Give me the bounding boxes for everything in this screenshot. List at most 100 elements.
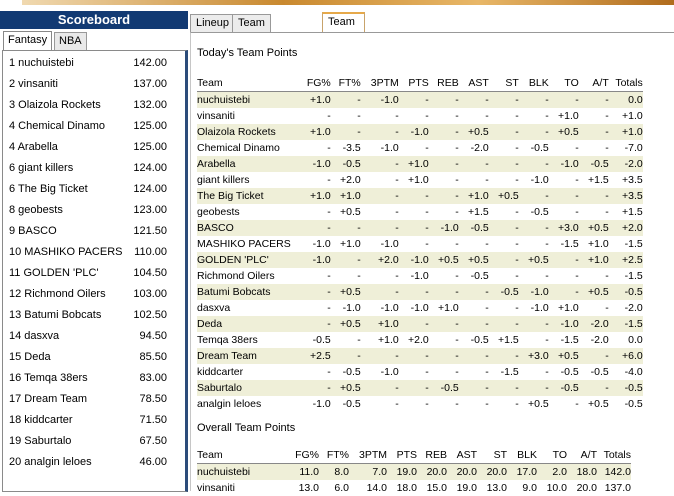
team-score: 103.00	[133, 288, 167, 300]
value-cell: -	[518, 156, 549, 172]
value-cell: -	[605, 206, 609, 218]
team-cell: kiddcarter	[197, 366, 244, 378]
value-cell: -	[428, 156, 459, 172]
value-cell: -	[575, 398, 579, 410]
value-cell: +1.0	[622, 110, 643, 122]
scoreboard-row[interactable]: 12 Richmond Oilers 103.00	[9, 284, 181, 305]
team-name: 19 Saburtalo	[9, 435, 72, 447]
scoreboard-row[interactable]: 6 giant killers 124.00	[9, 158, 181, 179]
table-row: BASCO - - - - -1.0 -0.5- - +3.0 +0.5 +2.0	[197, 220, 643, 236]
scoreboard-row[interactable]: 2 vinsaniti 137.00	[9, 74, 181, 95]
value-cell: -1.5	[624, 270, 643, 282]
scoreboard-row[interactable]: 4 Arabella 125.00	[9, 137, 181, 158]
table-row: Saburtalo - +0.5- - -0.5- - - -0.5- -0.5	[197, 380, 643, 396]
scoreboard-row[interactable]: 16 Temqa 38ers 83.00	[9, 368, 181, 389]
value-cell: -	[428, 124, 459, 140]
table-row: Chemical Dinamo - -3.5 -1.0- - -2.0- -0.5- - -7.…	[197, 140, 643, 156]
scoreboard-row[interactable]: 11 GOLDEN 'PLC' 104.50	[9, 263, 181, 284]
scoreboard-row[interactable]: 3 Olaizola Rockets 132.00	[9, 95, 181, 116]
scoreboard-row[interactable]: 14 dasxva 94.50	[9, 326, 181, 347]
value-cell: -0.5	[608, 284, 643, 300]
value-cell: +1.0	[398, 156, 429, 172]
value-cell: -	[458, 316, 489, 332]
value-cell: -0.5	[530, 206, 549, 218]
scoreboard-row[interactable]: 19 Saburtalo 67.50	[9, 431, 181, 452]
team-score: 71.50	[139, 414, 167, 426]
value-cell: -	[458, 156, 489, 172]
value-cell: -	[485, 302, 489, 314]
scoreboard-row[interactable]: 17 Dream Team 78.50	[9, 389, 181, 410]
value-cell: -	[515, 174, 519, 186]
team-score: 142.00	[133, 57, 167, 69]
value-cell: +0.5	[528, 398, 549, 410]
column-header: REB	[425, 449, 447, 461]
value-cell: -	[485, 398, 489, 410]
team-score: 124.00	[133, 183, 167, 195]
value-cell: +6.0	[608, 348, 643, 364]
scoreboard-row[interactable]: 4 Chemical Dinamo 125.00	[9, 116, 181, 137]
value-cell: -	[455, 142, 459, 154]
value-cell: -	[327, 110, 331, 122]
tab-team-stats[interactable]: Team Stats	[232, 14, 271, 46]
team-name: 8 geobests	[9, 204, 63, 216]
value-cell: +1.5	[588, 174, 609, 186]
value-cell: +3.0	[518, 348, 549, 364]
column-header: FT%	[326, 449, 349, 461]
team-score: 132.00	[133, 99, 167, 111]
scoreboard-row[interactable]: 8 geobests 123.00	[9, 200, 181, 221]
team-score: 46.00	[139, 456, 167, 468]
team-cell: Chemical Dinamo	[197, 142, 280, 154]
value-cell: -	[360, 188, 399, 204]
value-cell: +0.5	[330, 284, 361, 300]
value-cell: -	[488, 220, 519, 236]
value-cell: -	[455, 238, 459, 250]
value-cell: 20.0	[477, 463, 507, 480]
value-cell: -4.0	[624, 366, 643, 378]
scoreboard-row[interactable]: 10 MASHIKO PACERS 110.00	[9, 242, 181, 263]
team-name: 1 nuchuistebi	[9, 57, 74, 69]
column-header: A/T	[580, 449, 597, 461]
scoreboard-row[interactable]: 9 BASCO 121.50	[9, 221, 181, 242]
scoreboard-row[interactable]: 18 kiddcarter 71.50	[9, 410, 181, 431]
column-header: Team	[197, 449, 223, 461]
table-row: Temqa 38ers -0.5- +1.0 +2.0- -0.5 +1.5- -1.5 -2…	[197, 332, 643, 348]
value-cell: -	[548, 252, 579, 268]
column-header: Totals	[603, 449, 631, 461]
value-cell: -	[458, 91, 489, 108]
value-cell: -	[485, 238, 489, 250]
scoreboard-row[interactable]: 20 analgin leloes 46.00	[9, 452, 181, 473]
value-cell: -1.0	[342, 302, 361, 314]
value-cell: -1.0	[398, 124, 429, 140]
team-score: 104.50	[133, 267, 167, 279]
tab-team-points[interactable]: Team Points	[322, 12, 365, 45]
tab-fantasy[interactable]: Fantasy	[3, 31, 53, 51]
column-header: BLK	[517, 449, 537, 461]
scoreboard-panel: Scoreboard Fantasy NBA 1 nuchuistebi 142.…	[0, 8, 188, 492]
team-name: 18 kiddcarter	[9, 414, 73, 426]
value-cell: +2.0	[608, 220, 643, 236]
team-score: 137.00	[133, 78, 167, 90]
scoreboard-row[interactable]: 1 nuchuistebi 142.00	[9, 53, 181, 74]
value-cell: -2.0	[578, 316, 609, 332]
value-cell: 0.0	[628, 334, 643, 346]
value-cell: +3.5	[608, 188, 643, 204]
team-score: 67.50	[139, 435, 167, 447]
value-cell: -	[330, 252, 361, 268]
value-cell: -	[578, 380, 609, 396]
value-cell: -1.0	[530, 174, 549, 186]
value-cell: -	[548, 284, 579, 300]
value-cell: +0.5	[330, 316, 361, 332]
value-cell: +0.5	[458, 252, 489, 268]
column-header: PTS	[408, 77, 429, 89]
tab-nba[interactable]: NBA	[54, 32, 87, 50]
scoreboard-row[interactable]: 6 The Big Ticket 124.00	[9, 179, 181, 200]
tab-lineup[interactable]: Lineup	[190, 14, 236, 32]
table-row: Batumi Bobcats - +0.5- - - - -0.5 -1.0- +0.5 -0.5	[197, 284, 643, 300]
value-cell: -1.5	[500, 366, 519, 378]
scoreboard-row[interactable]: 15 Deda 85.50	[9, 347, 181, 368]
value-cell: -	[605, 142, 609, 154]
scoreboard-row[interactable]: 13 Batumi Bobcats 102.50	[9, 305, 181, 326]
table-row: The Big Ticket +1.0 +1.0- - - +1.0 +0.5- - - +3.5	[197, 188, 643, 204]
value-cell: -	[425, 110, 429, 122]
value-cell: -	[330, 348, 361, 364]
